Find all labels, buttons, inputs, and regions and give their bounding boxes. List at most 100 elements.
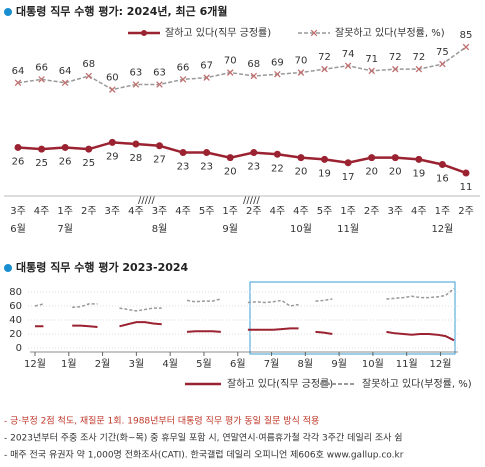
x-tick-label: 3주 <box>387 206 403 217</box>
x-tick-label: 5월 <box>196 358 212 370</box>
point <box>179 149 187 157</box>
data-label: 72 <box>318 52 331 63</box>
x-tick-label: 12월 <box>24 358 46 370</box>
point <box>38 76 45 83</box>
data-label: 71 <box>365 54 378 65</box>
x-tick-label: 3주 <box>105 206 121 217</box>
month-label: 8월 <box>152 223 168 235</box>
data-label: 22 <box>271 163 284 174</box>
x-tick-label: 4주 <box>411 206 427 217</box>
point <box>85 72 92 80</box>
data-label: 19 <box>412 168 425 179</box>
x-tick-label: 1월 <box>61 358 77 370</box>
note: - 긍·부정 2점 척도, 재질문 1회. 1988년부터 대통령 직무 평가 … <box>4 415 319 427</box>
point <box>156 81 163 88</box>
title-dot <box>4 8 12 16</box>
point <box>226 154 234 162</box>
x-tick-label: 6월 <box>230 358 246 370</box>
point <box>462 169 470 177</box>
data-label: 67 <box>200 61 213 72</box>
point <box>38 145 46 153</box>
point <box>226 69 234 76</box>
data-label: 27 <box>153 155 166 166</box>
point <box>273 150 281 158</box>
data-label: 74 <box>342 49 355 60</box>
data-label: 11 <box>460 182 473 193</box>
data-label: 68 <box>82 59 95 70</box>
point <box>14 143 22 151</box>
month-label: 10월 <box>290 223 312 235</box>
data-label: 63 <box>130 67 143 78</box>
x-tick-label: 12월 <box>430 358 452 370</box>
gap-mark: ///// <box>243 195 260 206</box>
point <box>391 154 399 162</box>
x-tick-label: 5주 <box>199 206 215 217</box>
point <box>14 79 22 87</box>
data-label: 60 <box>106 73 119 84</box>
series-line <box>17 141 467 175</box>
point <box>109 86 116 93</box>
month-label: 9월 <box>222 223 238 235</box>
point <box>392 65 399 73</box>
note: - 매주 전국 유권자 약 1,000명 전화조사(CATI). 한국갤럽 데일… <box>4 449 404 461</box>
x-tick-label: 3주 <box>152 206 168 217</box>
data-label: 85 <box>460 30 473 41</box>
data-label: 66 <box>177 62 190 73</box>
x-tick-label: 4주 <box>175 206 191 217</box>
x-tick-label: 4주 <box>293 206 309 217</box>
x-tick-label: 4주 <box>270 206 286 217</box>
legend-label: 잘하고 있다(직무 긍정률) <box>165 26 271 39</box>
y-tick-label: 80 <box>9 287 22 298</box>
data-label: 20 <box>295 167 308 178</box>
point <box>439 60 446 68</box>
point <box>61 79 69 87</box>
data-label: 69 <box>271 57 284 68</box>
data-label: 64 <box>12 66 25 77</box>
point <box>321 155 329 163</box>
point <box>297 69 305 76</box>
month-label: 7월 <box>57 223 73 235</box>
data-label: 70 <box>295 56 308 67</box>
data-label: 66 <box>35 62 48 73</box>
y-tick-label: 60 <box>9 301 22 312</box>
x-tick-label: 5주 <box>317 206 333 217</box>
month-label: 11월 <box>337 223 359 235</box>
data-label: 29 <box>106 151 119 162</box>
data-label: 64 <box>59 66 72 77</box>
x-tick-label: 1주 <box>435 206 451 217</box>
series-line <box>35 321 455 342</box>
month-label: 6월 <box>10 223 26 235</box>
x-tick-label: 4주 <box>128 206 144 217</box>
point <box>274 71 281 78</box>
x-tick-label: 8월 <box>298 358 314 370</box>
note: - 2023년부터 주중 조사 기간(화~목) 중 휴무일 포함 시, 연말연시… <box>4 432 403 444</box>
legend-marker <box>141 30 147 36</box>
x-tick-label: 3월 <box>129 358 145 370</box>
point <box>250 72 258 80</box>
point <box>203 149 211 157</box>
data-label: 26 <box>12 156 25 167</box>
x-tick-label: 2주 <box>246 206 262 217</box>
x-tick-label: 1주 <box>340 206 356 217</box>
data-label: 20 <box>365 167 378 178</box>
point <box>344 62 352 70</box>
data-label: 72 <box>412 52 425 63</box>
data-label: 16 <box>436 173 449 184</box>
x-tick-label: 4주 <box>34 206 50 217</box>
data-label: 20 <box>224 167 237 178</box>
x-tick-label: 1주 <box>222 206 238 217</box>
point <box>344 159 352 167</box>
data-label: 63 <box>153 67 166 78</box>
chart-title: 대통령 직무 수행 평가 2023-2024 <box>16 260 189 274</box>
point <box>438 160 446 168</box>
x-tick-label: 9월 <box>331 358 347 370</box>
y-tick-label: 20 <box>9 329 22 340</box>
x-tick-label: 1주 <box>57 206 73 217</box>
x-tick-label: 2주 <box>81 206 97 217</box>
series-line <box>34 287 455 312</box>
highlight-box <box>249 281 456 355</box>
data-label: 26 <box>59 156 72 167</box>
data-label: 23 <box>200 162 213 173</box>
point <box>108 138 116 146</box>
